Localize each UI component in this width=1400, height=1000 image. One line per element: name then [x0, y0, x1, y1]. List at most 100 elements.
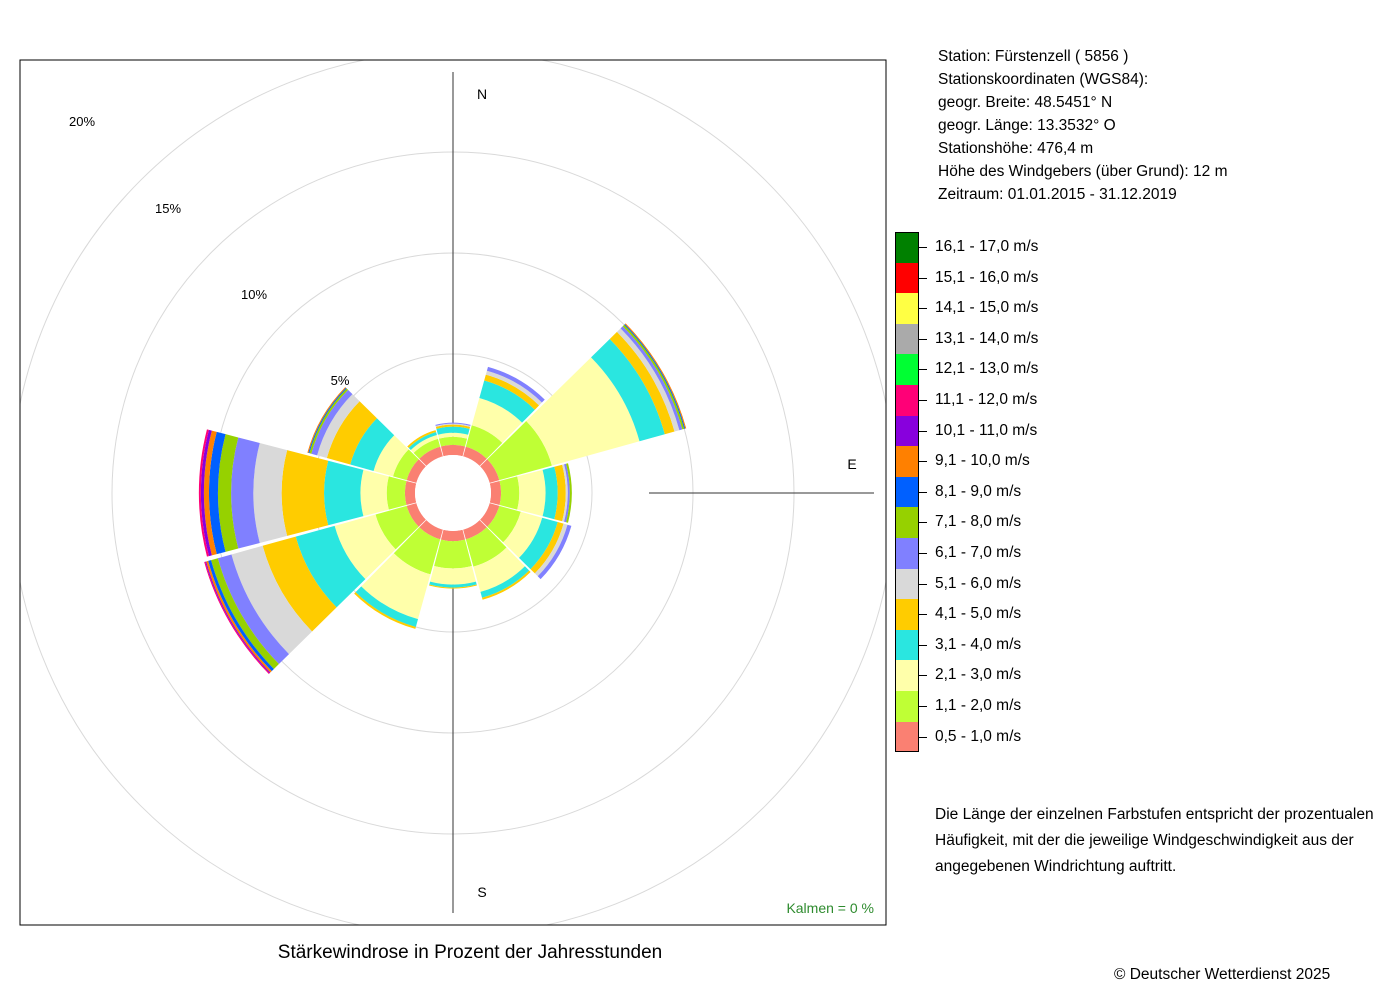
- legend-tick: [919, 308, 927, 310]
- legend-tick: [919, 522, 927, 524]
- station-longitude: geogr. Länge: 13.3532° O: [938, 117, 1116, 134]
- sector-270-bin-2: [360, 469, 389, 517]
- sector-180-bin-3: [429, 581, 477, 588]
- legend-swatch: [895, 262, 919, 294]
- legend-item: 4,1 - 5,0 m/s: [895, 599, 1195, 630]
- legend-label: 8,1 - 9,0 m/s: [935, 482, 1022, 500]
- sector-300-bin-0: [406, 459, 426, 483]
- sector-300-bin-2: [373, 435, 409, 477]
- compass-label-s: S: [477, 884, 486, 900]
- sector-0-bin-5: [435, 423, 471, 427]
- sector-150-bin-4: [482, 570, 531, 600]
- sector-270-bin-5: [253, 443, 288, 543]
- legend-swatch: [895, 232, 919, 263]
- sector-120-bin-6: [537, 524, 572, 580]
- sector-60-bin-1: [487, 421, 552, 481]
- legend-swatch: [895, 354, 919, 385]
- center-hole: [415, 455, 491, 531]
- legend-label: 13,1 - 14,0 m/s: [935, 329, 1039, 347]
- sector-300-bin-3: [350, 418, 395, 471]
- legend-tick: [919, 277, 927, 279]
- legend-label: 6,1 - 7,0 m/s: [935, 544, 1022, 561]
- station-elevation: Stationshöhe: 476,4 m: [938, 140, 1094, 157]
- legend-item: 5,1 - 6,0 m/s: [895, 568, 1195, 600]
- sector-270-bin-8: [208, 431, 226, 555]
- legend-item: 3,1 - 4,0 m/s: [895, 629, 1195, 661]
- legend-label: 12,1 - 13,0 m/s: [935, 360, 1039, 378]
- legend-swatch: [895, 446, 919, 477]
- sector-90-bin-1: [499, 476, 520, 510]
- legend-item: 12,1 - 13,0 m/s: [895, 354, 1195, 385]
- sector-270-bin-10: [200, 429, 212, 557]
- legend-label: 2,1 - 3,0 m/s: [935, 666, 1022, 684]
- sector-60-bin-0: [480, 459, 500, 483]
- sector-150-bin-0: [463, 520, 487, 540]
- sector-300-bin-7: [309, 388, 349, 454]
- sector-120-bin-2: [503, 511, 543, 558]
- legend-item: 0,5 - 1,0 m/s: [895, 721, 1195, 753]
- legend-swatch: [895, 293, 919, 324]
- sector-0-bin-0: [440, 444, 466, 457]
- legend-tick: [919, 644, 927, 646]
- legend-swatch: [895, 568, 919, 600]
- sector-240-bin-5: [231, 545, 313, 655]
- sector-90-bin-0: [489, 480, 502, 506]
- legend-tick: [919, 583, 927, 585]
- legend-item: 7,1 - 8,0 m/s: [895, 507, 1195, 538]
- legend-label: 3,1 - 4,0 m/s: [935, 635, 1022, 653]
- sensor-height: Höhe des Windgebers (über Grund): 12 m: [938, 163, 1228, 180]
- legend-item: 2,1 - 3,0 m/s: [895, 660, 1195, 691]
- sector-240-bin-4: [262, 536, 337, 632]
- sector-240-bin-0: [406, 503, 426, 527]
- sector-240-bin-1: [375, 505, 419, 550]
- copyright-notice: © Deutscher Wetterdienst 2025: [1114, 966, 1331, 983]
- legend-item: 1,1 - 2,0 m/s: [895, 691, 1195, 722]
- legend-label: 15,1 - 16,0 m/s: [935, 268, 1039, 286]
- legend-swatch: [895, 691, 919, 722]
- sector-0-bin-2: [437, 432, 469, 439]
- sector-180-bin-0: [440, 529, 466, 542]
- sector-120-bin-4: [530, 522, 564, 574]
- legend-swatch: [895, 476, 919, 508]
- sector-240-bin-7: [211, 558, 279, 670]
- sector-300-bin-6: [311, 389, 353, 456]
- calm-label: Kalmen = 0 %: [786, 900, 874, 916]
- sector-60-bin-4: [609, 331, 675, 435]
- legend-tick: [919, 706, 927, 707]
- sector-30-bin-3: [479, 380, 535, 423]
- legend-swatch: [895, 323, 919, 355]
- sector-210-bin-2: [361, 553, 431, 620]
- legend-swatch: [895, 599, 919, 630]
- sector-330-bin-4: [407, 430, 437, 448]
- sector-90-bin-7: [566, 463, 572, 523]
- compass-label-n: N: [477, 86, 487, 102]
- legend-label: 9,1 - 10,0 m/s: [935, 452, 1030, 470]
- sector-90-bin-2: [517, 469, 546, 517]
- sector-330-bin-0: [419, 446, 443, 466]
- sector-150-bin-1: [465, 527, 507, 567]
- sector-180-bin-2: [430, 565, 476, 585]
- ring-label: 20%: [69, 114, 95, 129]
- legend-label: 5,1 - 6,0 m/s: [935, 574, 1022, 592]
- sector-210-bin-3: [355, 586, 419, 627]
- sector-30-bin-1: [465, 425, 503, 459]
- legend-label: 11,1 - 12,0 m/s: [935, 391, 1038, 408]
- legend-tick: [919, 338, 927, 340]
- sector-240-bin-6: [217, 554, 290, 665]
- legend-label: 16,1 - 17,0 m/s: [935, 238, 1039, 255]
- sector-90-bin-4: [554, 464, 566, 522]
- sector-0-bin-1: [438, 436, 468, 447]
- sector-30-bin-6: [486, 366, 545, 403]
- sector-150-bin-2: [473, 547, 525, 592]
- compass-label-e: E: [847, 456, 856, 472]
- legend-tick: [919, 491, 927, 493]
- ring-label: 15%: [155, 201, 181, 216]
- sector-330-bin-2: [410, 434, 438, 453]
- sector-300-bin-1: [393, 449, 419, 481]
- sector-330-bin-3: [408, 432, 437, 451]
- legend-item: 6,1 - 7,0 m/s: [895, 538, 1195, 569]
- sector-270-bin-0: [404, 480, 417, 506]
- sector-210-bin-4: [354, 592, 416, 629]
- sector-90-bin-3: [542, 466, 558, 520]
